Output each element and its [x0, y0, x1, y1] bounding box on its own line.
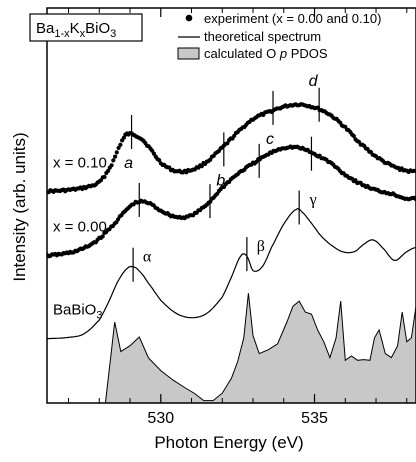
data-point: [100, 234, 105, 239]
legend-entry-experiment: experiment (x = 0.00 and 0.10): [204, 11, 381, 26]
legend-pdos-part-1: calculated O: [204, 46, 280, 61]
data-point: [114, 150, 119, 155]
title-part-sub1: 1-x: [54, 28, 70, 40]
chart-title-box: Ba1-xKxBiO3: [29, 13, 143, 42]
series-layer: [47, 102, 416, 340]
feature-marker-layer: a b c d α β γ: [124, 73, 320, 282]
curve-label-layer: x = 0.10 x = 0.00 BaBiO3: [53, 154, 107, 321]
feature-label-: α: [143, 249, 152, 266]
feature-label-b: b: [216, 172, 225, 189]
legend-entry-pdos: calculated O p PDOS: [204, 46, 328, 61]
data-point: [113, 154, 118, 159]
title-part-sub3: 3: [110, 28, 116, 40]
pdos-area-layer: [47, 293, 416, 403]
series-dots-x-0-10: [47, 102, 416, 195]
data-point: [106, 168, 111, 173]
data-point: [199, 164, 204, 169]
series-dots-x-0-00: [47, 144, 416, 259]
data-point: [116, 145, 121, 150]
feature-label-: β: [257, 238, 265, 255]
series-line-babio3: [47, 208, 416, 340]
legend-pdos-part-3: PDOS: [287, 46, 328, 61]
data-point: [109, 163, 114, 168]
curve-label-x-0-00: x = 0.00: [53, 219, 107, 236]
data-point: [102, 174, 107, 180]
axis-tick-layer: 530 535: [68, 8, 408, 427]
data-point: [118, 142, 123, 147]
legend-marker-dot: [185, 14, 193, 22]
title-part-mid: K: [70, 20, 80, 37]
series-area-calculated-o-p-pdos: [47, 293, 416, 403]
curve-label-babio3: BaBiO3: [53, 302, 102, 322]
data-point: [351, 133, 356, 139]
title-part-base: Ba: [36, 20, 55, 37]
chart-title: Ba1-xKxBiO3: [36, 20, 116, 40]
feature-label-d: d: [309, 73, 319, 90]
feature-label-: γ: [309, 191, 317, 208]
title-box-frame: [29, 13, 143, 42]
curve-label-x-0-10: x = 0.10: [53, 154, 107, 171]
x-tick-label: 530: [147, 410, 174, 427]
plot-frame: [46, 7, 416, 404]
data-point: [111, 158, 116, 163]
x-axis-label: Photon Energy (eV): [154, 433, 303, 452]
curve-label-subscript: 3: [96, 310, 102, 322]
title-part-tail: BiO: [85, 20, 110, 37]
feature-label-c: c: [266, 131, 274, 148]
legend: experiment (x = 0.00 and 0.10) theoretic…: [177, 11, 381, 61]
feature-label-a: a: [124, 155, 133, 172]
data-point: [157, 158, 162, 163]
legend-marker-box: [177, 47, 200, 60]
x-tick-label: 535: [301, 410, 328, 427]
legend-pdos-part-2: p: [279, 46, 287, 61]
curve-label-part: BaBiO: [53, 302, 96, 319]
y-axis-label: Intensity (arb. units): [10, 132, 29, 281]
legend-entry-theory: theoretical spectrum: [204, 29, 321, 44]
title-part-sub2: x: [80, 28, 86, 40]
data-point: [225, 141, 230, 146]
